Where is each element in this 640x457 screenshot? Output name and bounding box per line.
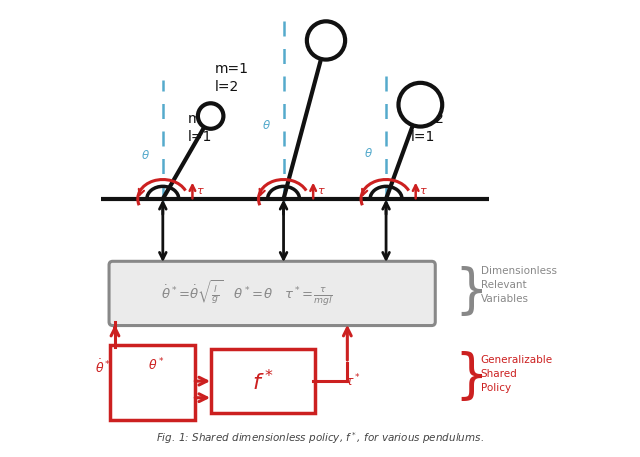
Circle shape bbox=[198, 103, 223, 129]
Circle shape bbox=[399, 83, 442, 127]
Text: $\theta$: $\theta$ bbox=[262, 118, 271, 132]
Text: $\tau$: $\tau$ bbox=[196, 186, 205, 196]
FancyBboxPatch shape bbox=[211, 349, 316, 413]
Text: $\theta^*$: $\theta^*$ bbox=[148, 356, 165, 373]
Text: $\dot{\theta}^* \!=\! \dot{\theta}\sqrt{\frac{l}{g}}$   $\theta^* \!=\! \theta$ : $\dot{\theta}^* \!=\! \dot{\theta}\sqrt{… bbox=[161, 279, 333, 308]
FancyBboxPatch shape bbox=[111, 345, 195, 420]
Text: $\theta$: $\theta$ bbox=[141, 149, 150, 162]
Text: Dimensionless
Relevant
Variables: Dimensionless Relevant Variables bbox=[481, 266, 557, 304]
Text: $f^*$: $f^*$ bbox=[252, 368, 274, 394]
Text: Generalizable
Shared
Policy: Generalizable Shared Policy bbox=[481, 355, 553, 393]
Text: $\dot{\theta}^*$: $\dot{\theta}^*$ bbox=[95, 358, 111, 376]
Text: $\tau$: $\tau$ bbox=[317, 186, 326, 196]
Text: $\tau$: $\tau$ bbox=[419, 186, 428, 196]
FancyBboxPatch shape bbox=[109, 261, 435, 325]
Text: $\tau^*$: $\tau^*$ bbox=[345, 373, 361, 389]
Circle shape bbox=[307, 21, 345, 59]
Text: m=1
l=1: m=1 l=1 bbox=[188, 112, 222, 144]
Text: }: } bbox=[454, 351, 488, 403]
Text: m=1
l=2: m=1 l=2 bbox=[215, 62, 249, 94]
Text: Fig. 1: Shared dimensionless policy, $f^*$, for various pendulums.: Fig. 1: Shared dimensionless policy, $f^… bbox=[156, 430, 484, 446]
Text: }: } bbox=[454, 266, 488, 318]
Text: m=2
l=1: m=2 l=1 bbox=[411, 112, 445, 144]
Text: $\theta$: $\theta$ bbox=[364, 147, 373, 160]
